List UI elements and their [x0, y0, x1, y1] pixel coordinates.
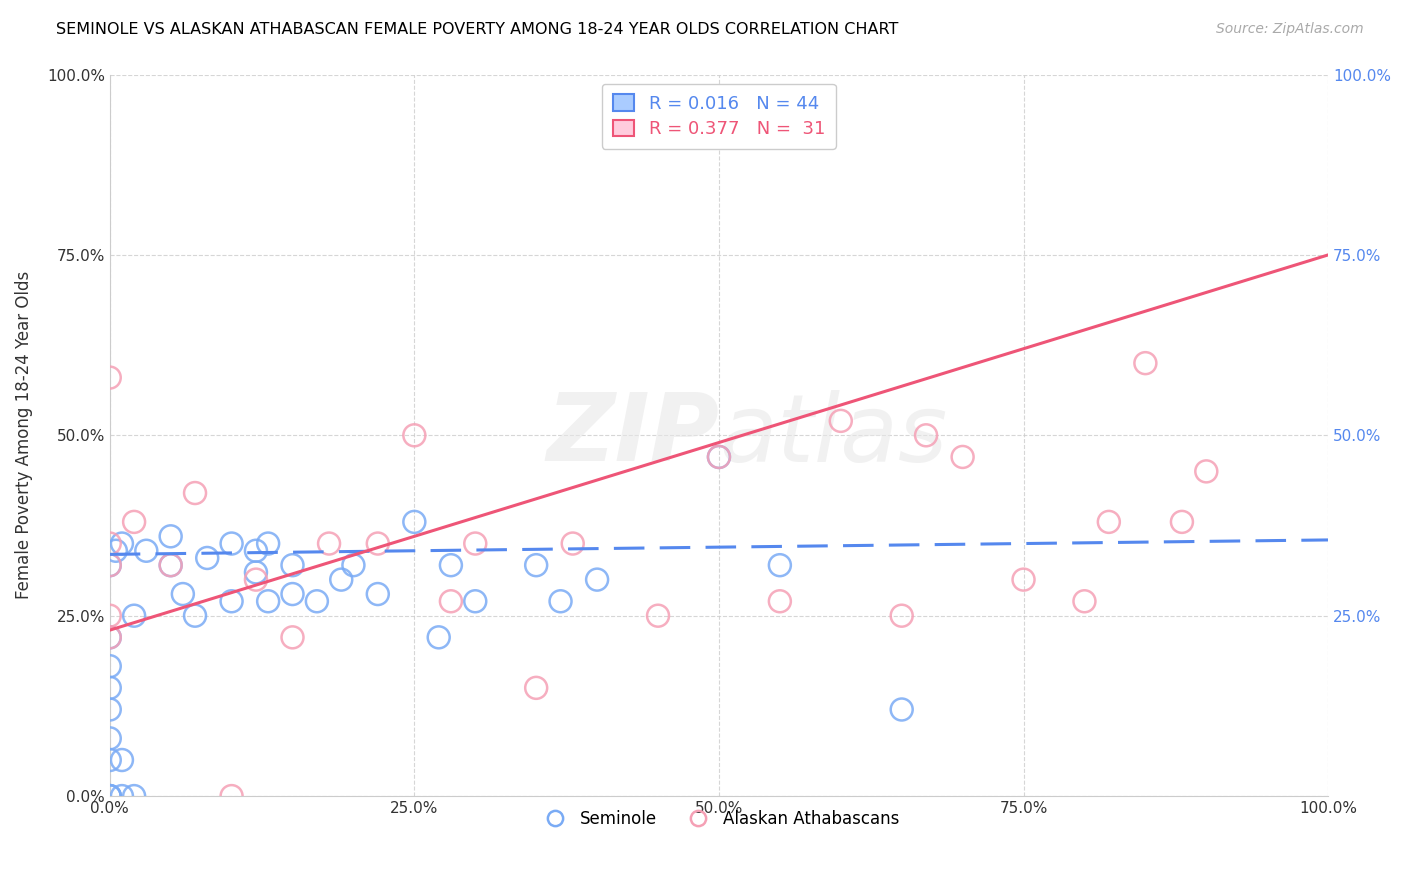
Point [464, 594, 486, 608]
Point [98, 681, 121, 695]
Point [330, 573, 353, 587]
Point [135, 543, 157, 558]
Point [98, 702, 121, 716]
Point [281, 587, 304, 601]
Point [464, 536, 486, 550]
Point [890, 608, 912, 623]
Point [647, 608, 669, 623]
Point [98, 731, 121, 746]
Text: ZIP: ZIP [546, 389, 718, 482]
Point [221, 536, 243, 550]
Point [561, 536, 583, 550]
Point [245, 573, 267, 587]
Point [1171, 515, 1194, 529]
Point [98, 608, 121, 623]
Point [98, 789, 121, 803]
Y-axis label: Female Poverty Among 18-24 Year Olds: Female Poverty Among 18-24 Year Olds [15, 271, 32, 599]
Point [305, 594, 328, 608]
Point [98, 659, 121, 673]
Legend: Seminole, Alaskan Athabascans: Seminole, Alaskan Athabascans [531, 804, 907, 835]
Point [159, 558, 181, 573]
Point [404, 428, 426, 442]
Point [915, 428, 938, 442]
Point [98, 789, 121, 803]
Point [257, 536, 280, 550]
Point [342, 558, 364, 573]
Point [98, 370, 121, 384]
Point [122, 515, 145, 529]
Point [184, 486, 207, 500]
Point [524, 681, 547, 695]
Point [98, 789, 121, 803]
Point [586, 573, 609, 587]
Point [98, 631, 121, 645]
Point [172, 587, 194, 601]
Point [98, 558, 121, 573]
Point [427, 631, 450, 645]
Point [221, 594, 243, 608]
Point [245, 543, 267, 558]
Point [890, 702, 912, 716]
Point [98, 536, 121, 550]
Point [707, 450, 730, 464]
Point [1135, 356, 1157, 370]
Point [1073, 594, 1095, 608]
Point [367, 536, 389, 550]
Point [550, 594, 572, 608]
Point [159, 529, 181, 543]
Point [98, 753, 121, 767]
Point [159, 558, 181, 573]
Point [281, 558, 304, 573]
Point [281, 631, 304, 645]
Point [184, 608, 207, 623]
Point [122, 789, 145, 803]
Point [245, 566, 267, 580]
Point [1195, 464, 1218, 478]
Text: SEMINOLE VS ALASKAN ATHABASCAN FEMALE POVERTY AMONG 18-24 YEAR OLDS CORRELATION : SEMINOLE VS ALASKAN ATHABASCAN FEMALE PO… [56, 22, 898, 37]
Point [104, 543, 127, 558]
Point [221, 789, 243, 803]
Point [98, 558, 121, 573]
Point [367, 587, 389, 601]
Point [98, 631, 121, 645]
Point [440, 594, 463, 608]
Point [769, 594, 792, 608]
Point [111, 789, 134, 803]
Point [769, 558, 792, 573]
Point [111, 753, 134, 767]
Point [952, 450, 974, 464]
Text: Source: ZipAtlas.com: Source: ZipAtlas.com [1216, 22, 1364, 37]
Point [111, 536, 134, 550]
Point [1012, 573, 1035, 587]
Point [257, 594, 280, 608]
Point [404, 515, 426, 529]
Point [1098, 515, 1121, 529]
Text: atlas: atlas [718, 390, 948, 481]
Point [195, 551, 218, 566]
Point [440, 558, 463, 573]
Point [524, 558, 547, 573]
Point [122, 608, 145, 623]
Point [830, 414, 852, 428]
Point [318, 536, 340, 550]
Point [707, 450, 730, 464]
